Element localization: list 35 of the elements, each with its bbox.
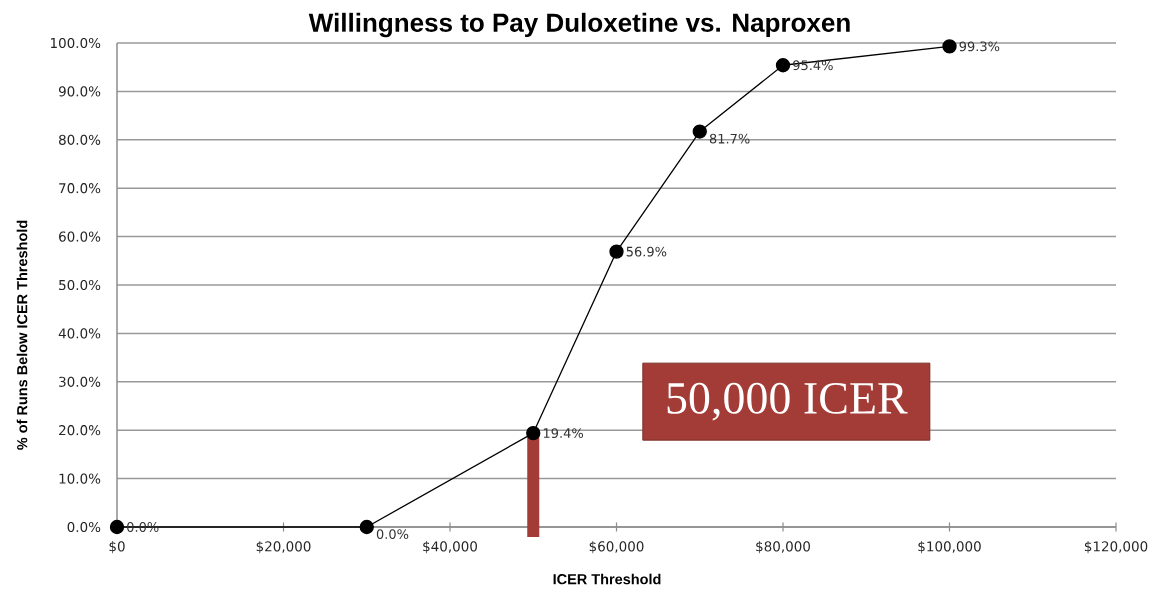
y-tick-label: 20.0% bbox=[59, 425, 101, 436]
point bbox=[526, 425, 541, 441]
chart-title: Willingness to Pay Duloxetine vs. Naproxen bbox=[308, 12, 850, 38]
point bbox=[692, 124, 707, 139]
y-tick-label: 70.0% bbox=[59, 183, 101, 194]
y-tick-label: 50.0% bbox=[59, 279, 101, 291]
x-tick-label: $80,000 bbox=[756, 541, 810, 554]
y-tick-label: 100.0% bbox=[50, 37, 101, 49]
point bbox=[775, 58, 791, 73]
point bbox=[359, 519, 374, 535]
data-label: 19.4% bbox=[543, 428, 584, 439]
x-tick-label: $20,000 bbox=[256, 541, 311, 554]
data-label: 95.4% bbox=[793, 60, 833, 71]
x-tick-label: $0 bbox=[109, 541, 125, 554]
data-label: 56.9% bbox=[626, 246, 667, 257]
data-label: 0.0% bbox=[376, 529, 409, 540]
x-tick-label: $120,000 bbox=[1084, 541, 1148, 554]
point bbox=[109, 519, 125, 535]
x-tick-label: $40,000 bbox=[423, 541, 477, 554]
point bbox=[942, 39, 957, 54]
data-label: 81.7% bbox=[709, 133, 750, 144]
x-tick-label: $60,000 bbox=[589, 541, 644, 554]
y-tick-label: 80.0% bbox=[59, 134, 101, 145]
y-tick-label: 30.0% bbox=[59, 376, 101, 387]
y-tick-label: 60.0% bbox=[59, 231, 101, 242]
y-axis-title: % of Runs Below ICER Threshold bbox=[16, 220, 28, 450]
ref-line-label: 50,000 ICER bbox=[667, 382, 908, 421]
y-tick-label: 10.0% bbox=[59, 473, 101, 484]
y-tick-label: 90.0% bbox=[58, 86, 101, 97]
x-tick-label: $100,000 bbox=[918, 541, 981, 554]
y-tick-label: 40.0% bbox=[58, 328, 101, 339]
point bbox=[609, 244, 624, 259]
data-label: 99.3% bbox=[959, 41, 1000, 52]
y-tick-label: 0.0% bbox=[67, 521, 101, 533]
x-axis-title: ICER Threshold bbox=[553, 573, 661, 585]
